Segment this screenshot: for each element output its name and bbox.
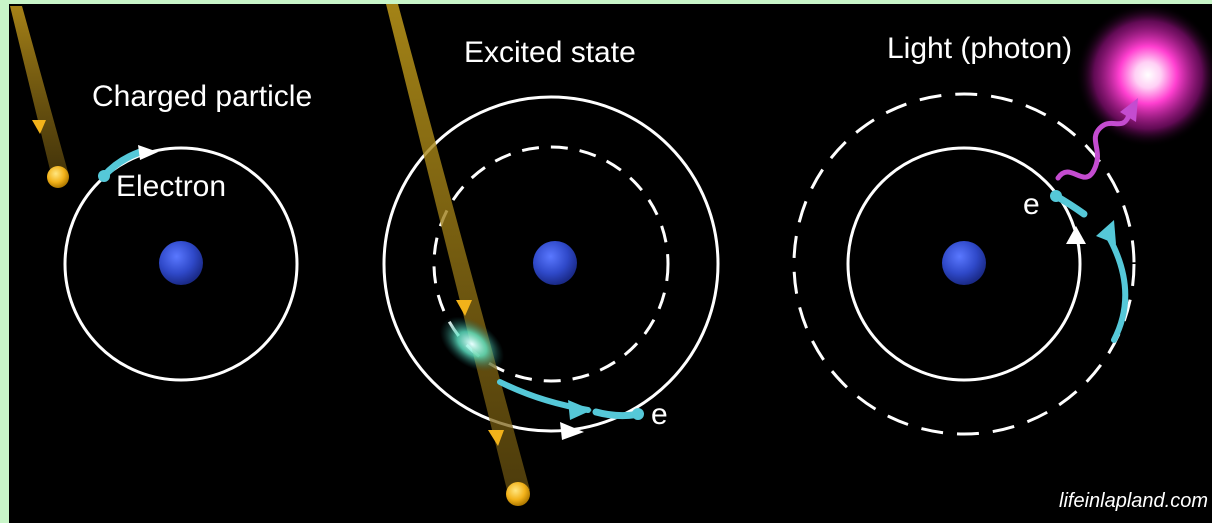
label-charged-particle: Charged particle: [92, 82, 312, 112]
particle-trail: [386, 4, 530, 494]
label-excited-state: Excited state: [464, 38, 636, 68]
electron: [1050, 190, 1062, 202]
orbit-arrow-icon: [560, 422, 584, 440]
charged-particle: [47, 166, 69, 188]
electron-arrow-icon: [138, 145, 158, 160]
label-electron-middle: e: [651, 400, 668, 430]
particle-trail: [10, 6, 68, 178]
electron-path: [1106, 232, 1125, 340]
electron-arrow-icon: [568, 400, 592, 420]
label-electron-right: e: [1023, 190, 1040, 220]
electron: [632, 408, 644, 420]
nucleus: [942, 241, 986, 285]
credit-watermark: lifeinlapland.com: [1059, 490, 1208, 513]
label-electron: Electron: [116, 172, 226, 202]
nucleus: [533, 241, 577, 285]
electron-arrow-icon: [1096, 220, 1116, 244]
photon-glow: [1076, 3, 1212, 147]
charged-particle: [506, 482, 530, 506]
label-light-photon: Light (photon): [887, 34, 1072, 64]
electron: [98, 170, 110, 182]
nucleus: [159, 241, 203, 285]
atom-excited-state: [384, 4, 718, 506]
orbit-arrow-icon: [1066, 226, 1086, 244]
atom-photon-emission: [794, 3, 1212, 434]
